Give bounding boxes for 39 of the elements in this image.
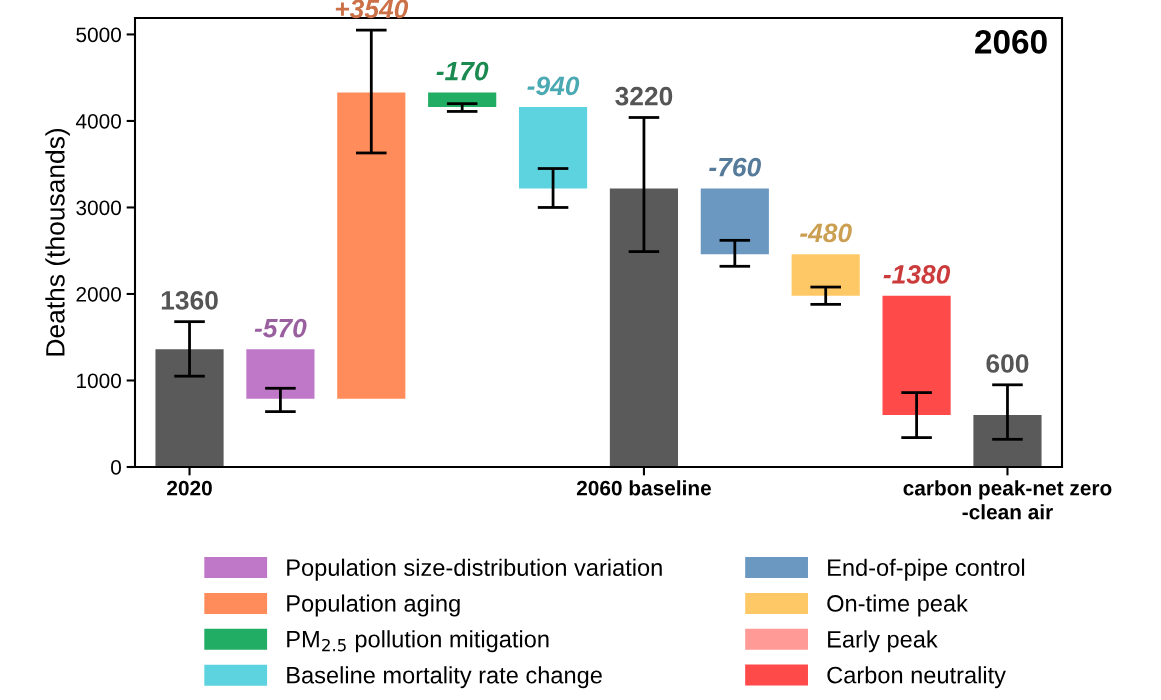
bar <box>700 188 769 255</box>
legend-label: Carbon neutrality <box>827 666 1006 689</box>
legend-label: PM$_{2.5}$ pollution mitigation <box>287 630 549 653</box>
y-tick-label: 2000 <box>76 286 121 302</box>
bar <box>337 92 406 399</box>
legend-label: Baseline mortality rate change <box>287 666 602 689</box>
chart-title: 2060 <box>975 30 1047 54</box>
data-label: -1380 <box>883 265 951 284</box>
data-label: -480 <box>800 223 852 243</box>
bar <box>246 349 315 399</box>
data-label: +3540 <box>335 0 409 19</box>
bar <box>973 415 1042 467</box>
legend-label: On-time peak <box>827 594 968 617</box>
legend-label: End-of-pipe control <box>828 558 1025 581</box>
data-label: 1360 <box>161 291 218 310</box>
x-tick-label: 2020 <box>167 480 212 496</box>
bar <box>791 254 860 296</box>
legend-label: Population size-distribution variation <box>287 558 662 581</box>
y-tick-label: 0 <box>111 460 121 475</box>
y-axis-title: Deaths (thousands) <box>45 128 70 356</box>
data-label: -570 <box>254 318 307 338</box>
bar <box>882 295 951 416</box>
y-tick-label: 5000 <box>76 27 121 43</box>
legend-label: Population aging <box>287 594 460 617</box>
y-tick-label: 3000 <box>76 200 121 216</box>
bar <box>609 188 679 467</box>
x-tick-label: 2060 baseline <box>576 480 711 496</box>
legend-label: Early peak <box>828 630 938 653</box>
data-label: -940 <box>527 76 580 96</box>
bar <box>518 107 588 189</box>
data-label: -170 <box>436 61 489 81</box>
bar <box>428 92 497 108</box>
y-tick-label: 1000 <box>77 373 121 389</box>
data-label: 3220 <box>615 86 673 106</box>
x-tick-label: carbon peak-net zero -clean air <box>903 480 1112 520</box>
bar <box>155 349 224 467</box>
data-label: -760 <box>709 157 761 177</box>
y-tick-label: 4000 <box>75 113 121 129</box>
data-label: 600 <box>986 354 1029 373</box>
